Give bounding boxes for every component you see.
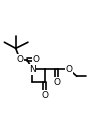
Text: N: N xyxy=(29,65,36,74)
Text: O: O xyxy=(53,78,60,87)
Text: O: O xyxy=(41,91,48,100)
Text: O: O xyxy=(17,55,24,64)
Text: O: O xyxy=(65,65,72,74)
Text: O: O xyxy=(32,55,39,64)
